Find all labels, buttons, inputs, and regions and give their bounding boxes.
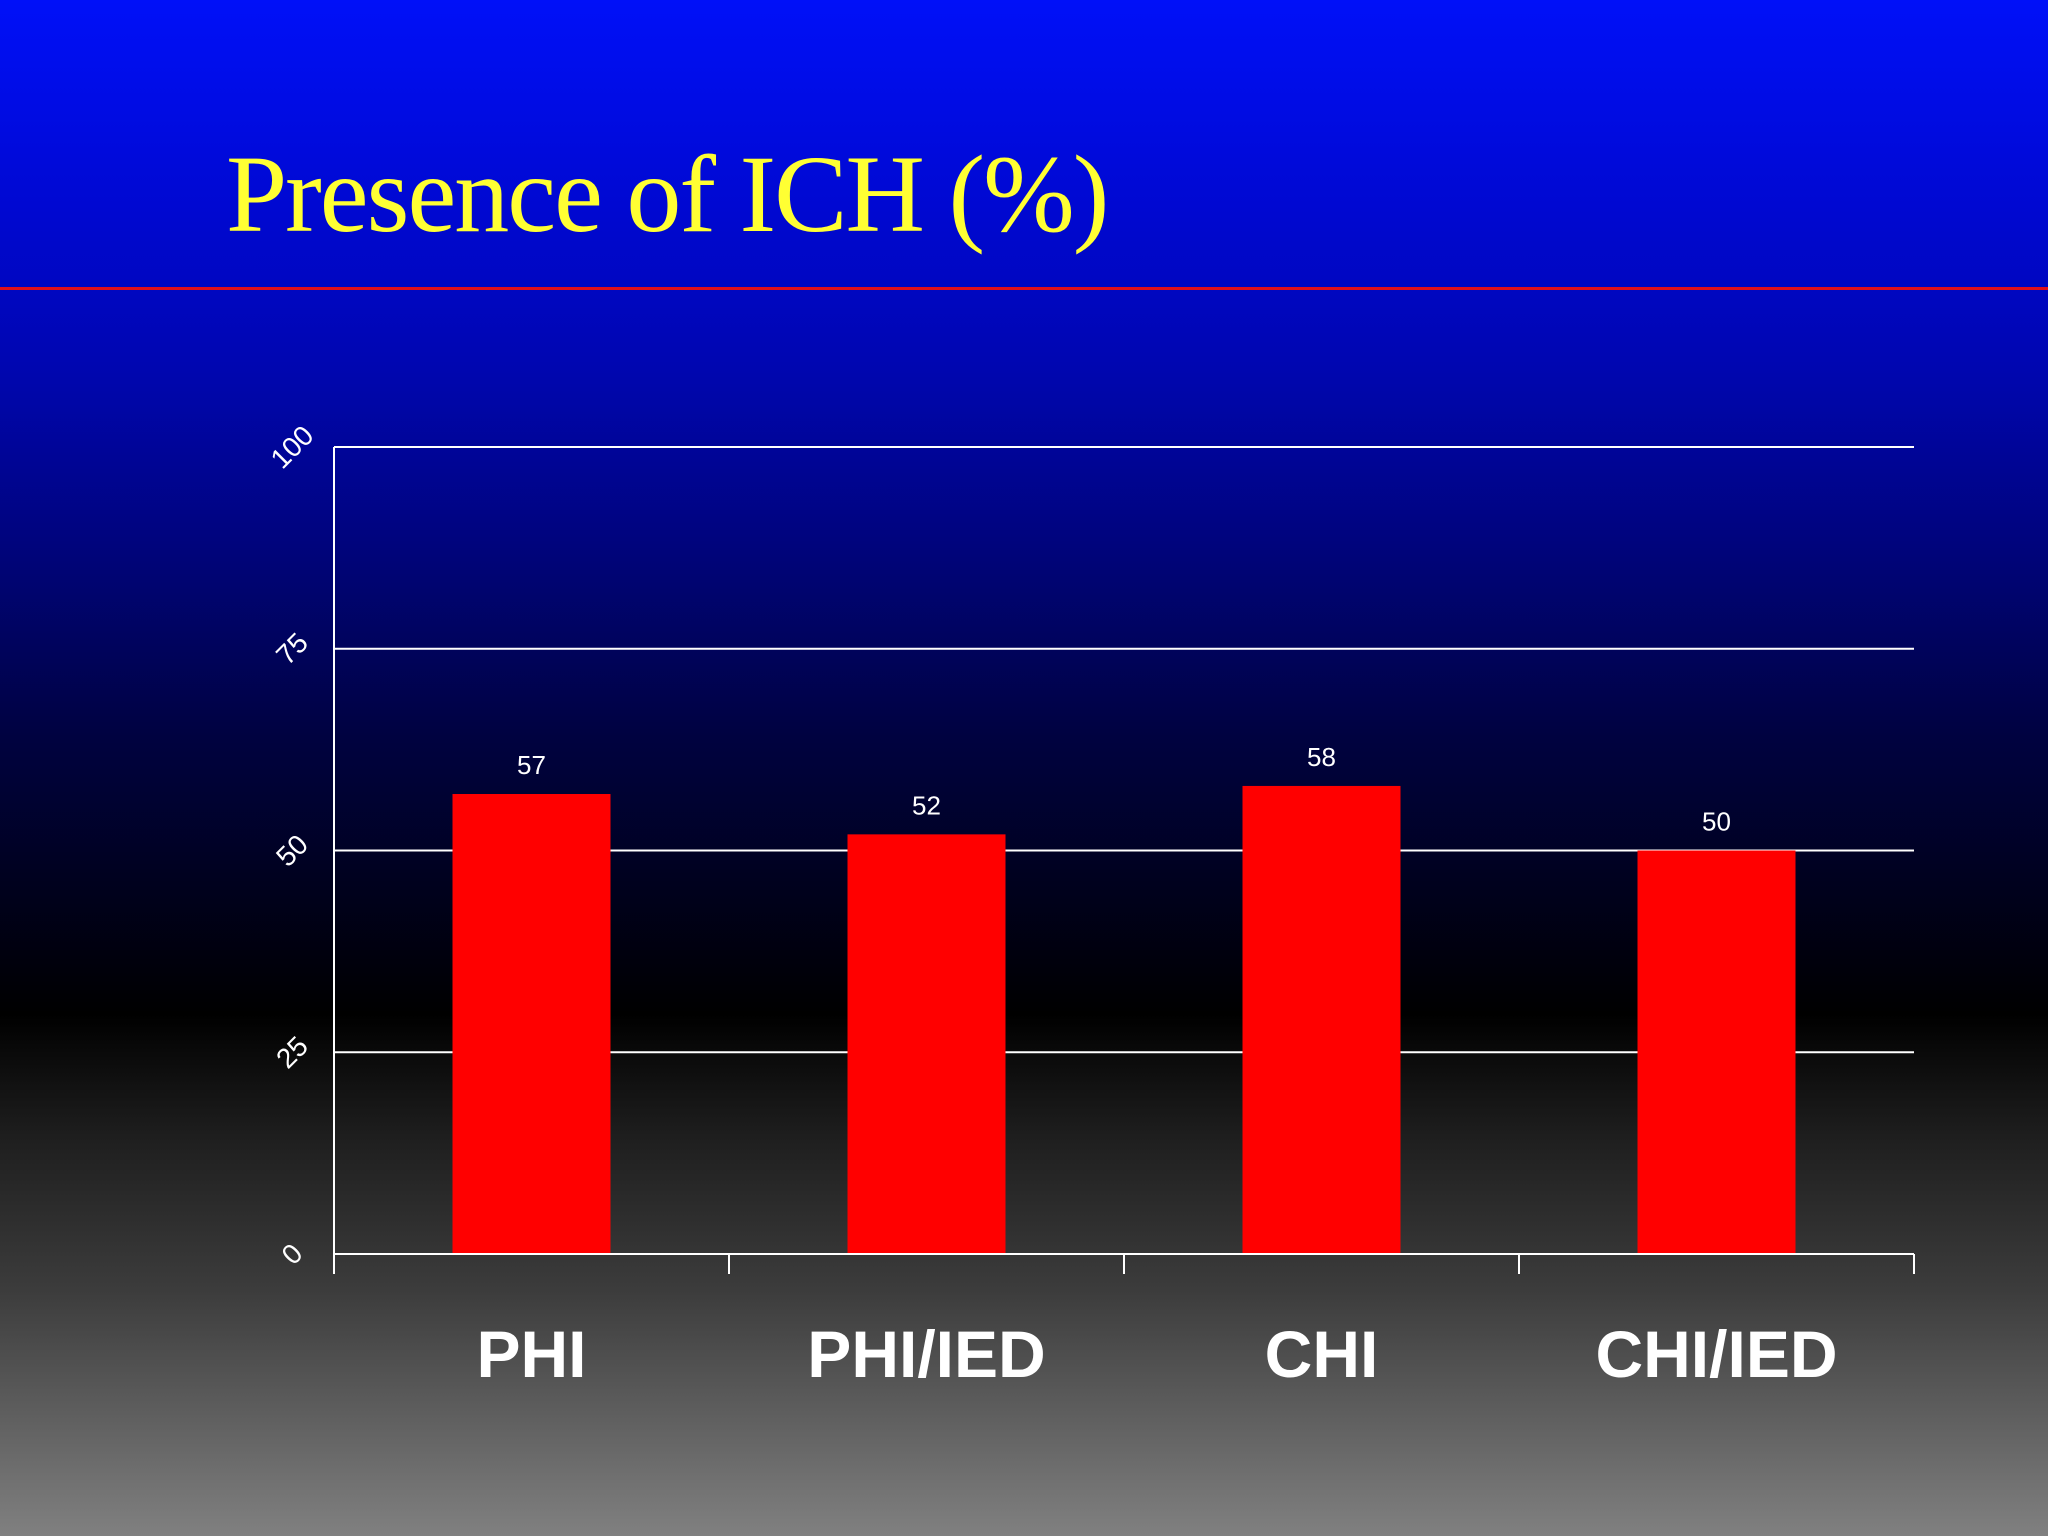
data-label-phi-ied: 52	[912, 790, 941, 820]
labels: 0 25 50 75 100 57 52 58 50 PHI PHI/IED CHI CHI/IED	[265, 420, 1838, 1391]
bars	[452, 785, 1796, 1254]
y-tick-label-50: 50	[270, 829, 314, 873]
data-label-chi-ied: 50	[1702, 807, 1731, 837]
bar-chi-ied	[1637, 850, 1796, 1254]
y-tick-label-25: 25	[270, 1030, 314, 1074]
data-label-phi: 57	[517, 750, 546, 780]
y-tick-label-0: 0	[276, 1238, 309, 1271]
bar-chi	[1242, 785, 1401, 1254]
category-label-chi-ied: CHI/IED	[1595, 1317, 1837, 1391]
y-tick-label-75: 75	[270, 627, 314, 671]
slide-title: Presence of ICH (%)	[226, 133, 1109, 255]
category-label-chi: CHI	[1265, 1317, 1379, 1391]
y-tick-label-100: 100	[265, 420, 320, 475]
bar-phi-ied	[847, 834, 1006, 1254]
category-label-phi-ied: PHI/IED	[807, 1317, 1045, 1391]
title-divider	[0, 287, 2048, 290]
bar-phi	[452, 794, 611, 1254]
category-label-phi: PHI	[476, 1317, 586, 1391]
data-label-chi: 58	[1307, 742, 1336, 772]
axes	[333, 447, 1915, 1274]
